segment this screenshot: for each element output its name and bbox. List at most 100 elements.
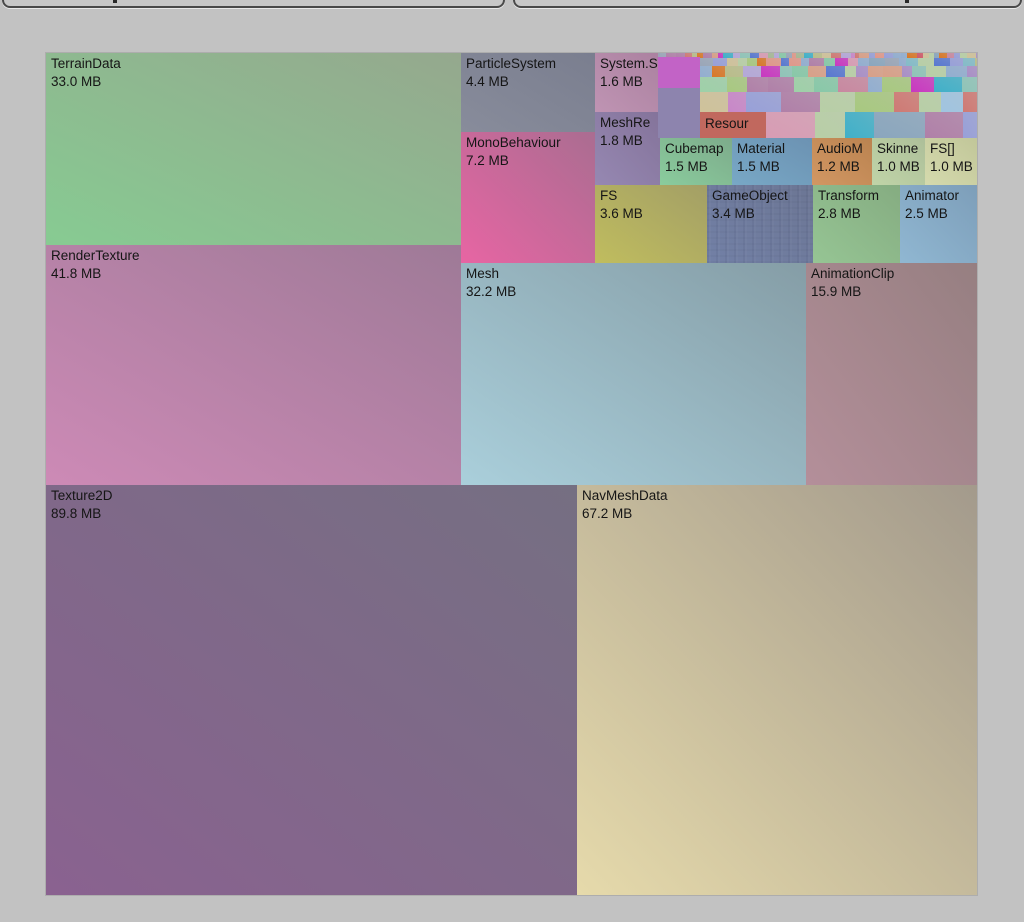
small-object-tile[interactable]	[934, 77, 962, 92]
treemap-block-cubemap[interactable]: Cubemap 1.5 MB	[660, 138, 732, 185]
small-object-tile[interactable]	[700, 77, 727, 92]
treemap-block-fs[interactable]: FS 3.6 MB	[595, 185, 707, 263]
small-object-tile[interactable]	[894, 92, 919, 112]
treemap-block-particlesystem[interactable]: ParticleSystem 4.4 MB	[461, 53, 595, 132]
treemap-block-skinne[interactable]: Skinne 1.0 MB	[872, 138, 925, 185]
small-object-tile[interactable]	[841, 53, 851, 58]
small-object-tile[interactable]	[884, 53, 893, 58]
small-object-tile[interactable]	[676, 53, 685, 58]
small-object-tile[interactable]	[963, 58, 975, 66]
small-object-tile[interactable]	[926, 66, 946, 77]
small-object-tile[interactable]	[975, 58, 977, 66]
treemap-block-animationclip[interactable]: AnimationClip 15.9 MB	[806, 263, 977, 485]
small-object-tile[interactable]	[794, 77, 814, 92]
small-object-tile[interactable]	[774, 53, 779, 58]
small-object-tile[interactable]	[700, 66, 712, 77]
treemap-block-rendertexture[interactable]: RenderTexture 41.8 MB	[46, 245, 461, 485]
small-object-tile[interactable]	[801, 58, 809, 66]
small-object-tile[interactable]	[733, 53, 740, 58]
small-object-tile[interactable]	[713, 58, 727, 66]
small-object-tile[interactable]	[859, 53, 869, 58]
small-object-tile[interactable]	[960, 53, 967, 58]
small-object-tile[interactable]	[918, 58, 934, 66]
small-object-tile[interactable]	[917, 53, 923, 58]
small-object-tile[interactable]	[923, 53, 929, 58]
small-object-tile[interactable]	[869, 53, 875, 58]
small-object-tile[interactable]	[934, 58, 950, 66]
small-object-tile[interactable]	[856, 66, 868, 77]
small-object-tile[interactable]	[786, 53, 792, 58]
small-object-tile[interactable]	[813, 53, 822, 58]
small-object-tile[interactable]	[809, 58, 824, 66]
small-object-tile[interactable]	[845, 112, 874, 138]
small-object-tile[interactable]	[851, 53, 855, 58]
small-object-tile[interactable]	[912, 66, 926, 77]
small-object-tile[interactable]	[789, 58, 801, 66]
small-object-tile[interactable]	[869, 58, 885, 66]
small-object-tile[interactable]	[947, 53, 954, 58]
small-object-tile[interactable]	[792, 66, 808, 77]
small-object-tile[interactable]	[685, 53, 692, 58]
small-object-tile[interactable]	[781, 58, 789, 66]
small-object-tile[interactable]	[727, 58, 738, 66]
small-object-tile[interactable]	[835, 58, 848, 66]
small-object-tile[interactable]	[929, 53, 934, 58]
small-object-tile[interactable]	[845, 66, 856, 77]
small-object-tile[interactable]	[882, 77, 911, 92]
small-object-tile[interactable]	[718, 53, 723, 58]
treemap-block-animator[interactable]: Animator 2.5 MB	[900, 185, 977, 263]
small-object-tile[interactable]	[815, 112, 845, 138]
treemap-block-texture2d[interactable]: Texture2D 89.8 MB	[46, 485, 577, 895]
small-object-tile[interactable]	[723, 53, 733, 58]
small-object-tile[interactable]	[766, 112, 815, 138]
small-object-tile[interactable]	[700, 92, 728, 112]
small-object-tile[interactable]	[824, 58, 835, 66]
small-object-tile[interactable]	[962, 77, 977, 92]
small-object-tile[interactable]	[796, 53, 804, 58]
treemap-block-monobehaviour[interactable]: MonoBehaviour 7.2 MB	[461, 132, 595, 263]
small-object-tile[interactable]	[911, 77, 934, 92]
small-object-tile[interactable]	[768, 77, 794, 92]
small-object-tile[interactable]	[779, 53, 786, 58]
small-object-tile[interactable]	[700, 58, 713, 66]
small-object-tile[interactable]	[950, 58, 963, 66]
small-object-tile[interactable]	[697, 53, 703, 58]
small-object-tile[interactable]	[954, 53, 960, 58]
small-object-tile[interactable]	[901, 53, 907, 58]
small-object-tile[interactable]	[976, 53, 977, 58]
small-object-tile[interactable]	[759, 53, 768, 58]
small-object-tile[interactable]	[750, 53, 759, 58]
small-object-tile[interactable]	[855, 53, 859, 58]
small-object-tile[interactable]	[725, 66, 743, 77]
small-object-tile[interactable]	[761, 66, 780, 77]
right-dropdown[interactable]	[513, 0, 1022, 8]
treemap-block-fs-array[interactable]: FS[] 1.0 MB	[925, 138, 977, 185]
small-object-tile[interactable]	[902, 66, 912, 77]
treemap-block-material[interactable]: Material 1.5 MB	[732, 138, 812, 185]
small-object-tile[interactable]	[967, 53, 976, 58]
small-object-tile[interactable]	[727, 77, 747, 92]
small-object-tile[interactable]	[967, 66, 977, 77]
small-object-tile[interactable]	[658, 53, 666, 58]
small-object-tile[interactable]	[757, 58, 766, 66]
small-object-tile[interactable]	[703, 53, 712, 58]
small-object-tile[interactable]	[826, 66, 845, 77]
mosaic-purple-grey[interactable]	[658, 88, 700, 138]
small-object-tile[interactable]	[831, 53, 841, 58]
small-object-tile[interactable]	[814, 77, 838, 92]
small-object-tile[interactable]	[906, 58, 918, 66]
treemap-block-navmeshdata[interactable]: NavMeshData 67.2 MB	[577, 485, 977, 895]
treemap-block-mesh[interactable]: Mesh 32.2 MB	[461, 263, 806, 485]
small-object-tile[interactable]	[899, 58, 906, 66]
small-object-tile[interactable]	[804, 53, 813, 58]
small-object-tile[interactable]	[868, 66, 883, 77]
small-object-tile[interactable]	[747, 58, 757, 66]
small-object-tile[interactable]	[885, 58, 899, 66]
treemap-block-meshre[interactable]: MeshRe 1.8 MB	[595, 112, 660, 185]
treemap-block-audiom[interactable]: AudioM 1.2 MB	[812, 138, 872, 185]
small-object-tile[interactable]	[768, 53, 774, 58]
small-object-tile[interactable]	[838, 77, 868, 92]
small-object-tile[interactable]	[919, 92, 941, 112]
small-object-tile[interactable]	[963, 92, 977, 112]
small-object-tile[interactable]	[712, 66, 725, 77]
